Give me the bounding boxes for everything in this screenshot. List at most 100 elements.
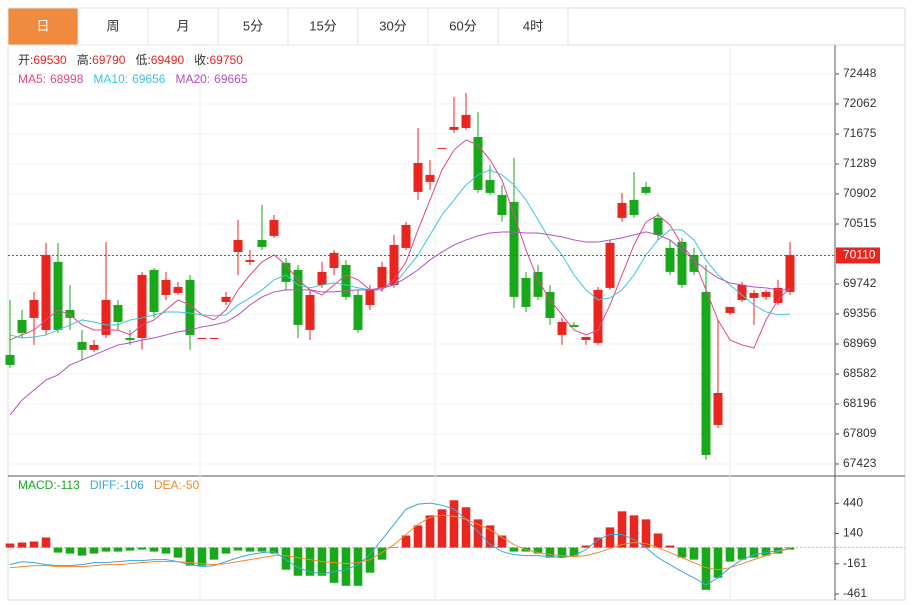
- macd-bar: [149, 547, 159, 552]
- y-tick-label: 70515: [843, 216, 877, 230]
- candle-body: [101, 299, 111, 335]
- candle-body: [233, 239, 243, 252]
- legend-value: 69490: [151, 53, 185, 67]
- candle-body: [497, 194, 507, 215]
- candle-body: [257, 239, 267, 247]
- candle-body: [689, 254, 699, 272]
- tab-label[interactable]: 15分: [309, 18, 336, 33]
- tab[interactable]: [287, 7, 359, 46]
- y-tick-label: 71675: [843, 126, 877, 140]
- candle-body: [305, 294, 315, 330]
- candle-body: [425, 174, 435, 182]
- candle-body: [701, 291, 711, 455]
- tab-label[interactable]: 月: [176, 18, 189, 33]
- legend-label: DIFF:: [90, 478, 120, 492]
- legend-value: 68998: [50, 72, 84, 86]
- y-tick-label: 68196: [843, 396, 877, 410]
- candle-body: [773, 287, 783, 303]
- candle-body: [365, 289, 375, 305]
- ma-line: [9, 169, 791, 339]
- tab[interactable]: [497, 7, 569, 46]
- legend-label: 低:: [135, 53, 150, 67]
- candle-body: [485, 179, 495, 193]
- macd-bar: [185, 547, 195, 566]
- legend-label: 高:: [77, 52, 92, 67]
- candle-body: [197, 337, 207, 339]
- y-tick-label: 71289: [843, 156, 877, 170]
- candle-body: [521, 277, 531, 307]
- macd-bar: [293, 547, 303, 576]
- macd-bar: [77, 547, 87, 556]
- y-tick-label: 69356: [843, 306, 877, 320]
- tab-label[interactable]: 日: [36, 18, 49, 33]
- macd-bar: [173, 547, 183, 558]
- tab[interactable]: [357, 7, 429, 46]
- candle-body: [17, 319, 27, 333]
- legend-label: 开:: [18, 53, 33, 67]
- candle-body: [221, 296, 231, 302]
- macd-bar: [17, 542, 27, 548]
- macd-bar: [233, 547, 243, 551]
- candle-body: [665, 247, 675, 272]
- macd-bar: [89, 547, 99, 554]
- macd-bar: [509, 547, 519, 552]
- ma-line: [9, 139, 791, 349]
- candle-body: [461, 114, 471, 128]
- y-tick-label: 70902: [843, 186, 877, 200]
- macd-bar: [761, 547, 771, 556]
- candle-body: [209, 337, 219, 339]
- candle-body: [329, 252, 339, 268]
- candle-body: [761, 291, 771, 297]
- legend-value: 69790: [92, 53, 126, 67]
- tab-label[interactable]: 60分: [449, 18, 476, 33]
- macd-bar: [677, 547, 687, 558]
- candle-body: [113, 304, 123, 322]
- candle-body: [569, 324, 579, 327]
- candle-body: [269, 219, 279, 236]
- legend-label: MACD:: [18, 478, 57, 492]
- candle-body: [533, 271, 543, 297]
- tab-label[interactable]: 5分: [243, 18, 263, 33]
- tab[interactable]: [427, 7, 499, 46]
- tab-label[interactable]: 30分: [379, 18, 406, 33]
- macd-bar: [221, 547, 231, 554]
- candle-body: [185, 279, 195, 335]
- candle-body: [65, 309, 75, 318]
- macd-bar: [653, 533, 663, 548]
- tab[interactable]: [147, 7, 219, 46]
- tab-label[interactable]: 4时: [523, 18, 543, 33]
- macd-bar: [785, 547, 795, 550]
- y-tick-label: -161: [843, 556, 867, 570]
- candle-body: [293, 269, 303, 325]
- candle-body: [353, 294, 363, 330]
- legend-value: 69656: [132, 72, 166, 86]
- macd-bar: [257, 547, 267, 552]
- macd-bar: [497, 535, 507, 548]
- macd-bar: [641, 519, 651, 548]
- candle-body: [137, 274, 147, 338]
- macd-bar: [65, 547, 75, 554]
- macd-bar: [581, 545, 591, 548]
- y-tick-label: -461: [843, 586, 867, 600]
- legend-value: 69530: [33, 53, 67, 67]
- candle-body: [653, 217, 663, 235]
- macd-bar: [557, 547, 567, 558]
- tab-label[interactable]: 周: [106, 18, 119, 33]
- last-price-label: 70110: [843, 248, 876, 262]
- macd-bar: [473, 519, 483, 548]
- macd-bar: [245, 547, 255, 552]
- tab[interactable]: [217, 7, 289, 46]
- macd-bar: [137, 547, 147, 550]
- candle-body: [677, 241, 687, 285]
- candle-body: [377, 266, 387, 288]
- legend-label: MA5:: [18, 72, 46, 86]
- macd-bar: [5, 543, 15, 548]
- macd-bar: [101, 547, 111, 552]
- macd-bar: [341, 547, 351, 586]
- macd-bar: [209, 547, 219, 560]
- candle-body: [41, 254, 51, 330]
- macd-bar: [461, 507, 471, 548]
- candle-body: [473, 136, 483, 190]
- macd-bar: [449, 500, 459, 548]
- candle-body: [449, 126, 459, 130]
